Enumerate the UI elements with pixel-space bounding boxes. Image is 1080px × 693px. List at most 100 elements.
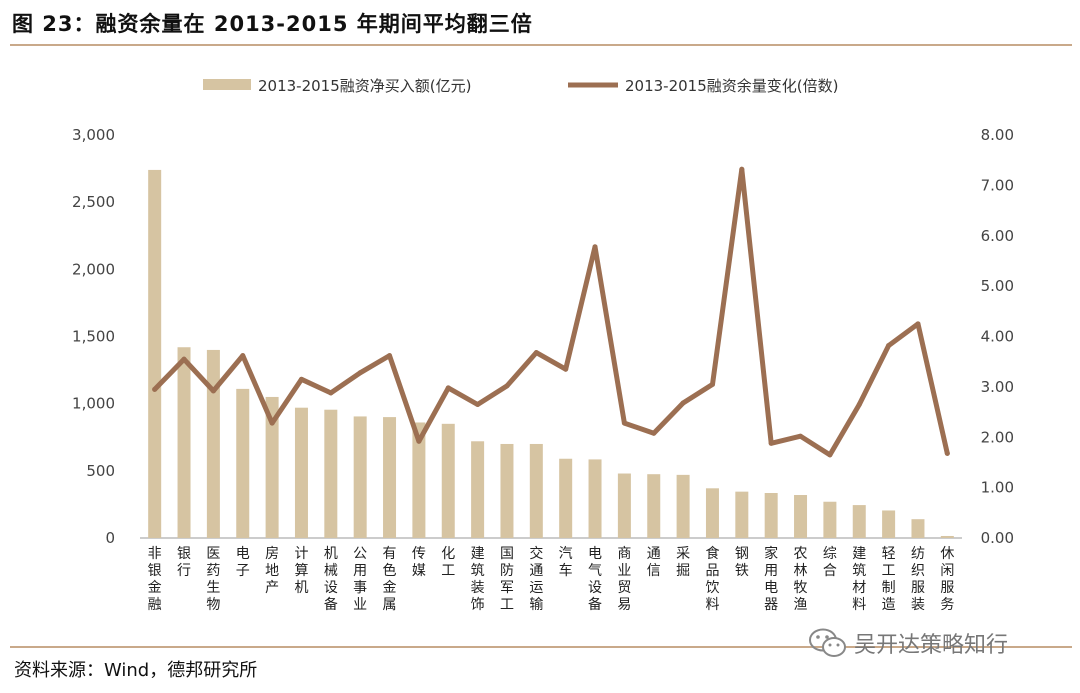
bar [177,347,191,538]
line-point [269,420,275,426]
line-point [592,244,598,250]
bar [148,169,162,538]
category-label: 机械设备 [324,546,338,613]
line-point [387,353,393,359]
line-point [240,353,246,359]
line-point [475,402,481,408]
left-tick-label: 2,500 [72,193,115,211]
line-point [445,385,451,391]
left-tick-label: 3,000 [72,126,115,144]
category-label: 汽车 [559,546,573,579]
legend: 2013-2015融资净买入额(亿元) 2013-2015融资余量变化(倍数) [203,77,838,95]
category-label: 建筑装饰 [471,546,485,613]
bar [412,422,426,538]
bar [206,349,220,538]
right-tick-label: 8.00 [981,126,1014,144]
title-rule [10,44,1072,46]
left-tick-label: 1,500 [72,328,115,346]
line-point [210,388,216,394]
category-label: 银行 [177,546,191,579]
line-point [768,440,774,446]
right-tick-label: 7.00 [981,176,1014,194]
category-label: 国防军工 [500,546,514,613]
left-tick-label: 500 [86,462,115,480]
footer-rule [10,646,1072,648]
category-label: 公用事业 [353,546,367,613]
figure-title: 图 23：融资余量在 2013-2015 年期间平均翻三倍 [12,12,533,36]
category-label: 医药生物 [206,546,220,613]
right-tick-label: 5.00 [981,277,1014,295]
right-tick-label: 6.00 [981,227,1014,245]
category-label: 电气设备 [588,546,602,613]
line-point [152,386,158,392]
category-label: 建筑材料 [852,546,866,613]
bar [676,474,690,538]
category-label: 纺织服装 [911,546,925,613]
legend-bar-swatch [203,79,251,90]
bar [500,443,514,538]
category-label: 传媒 [412,546,426,579]
line-point [886,343,892,349]
bar-series [148,169,954,538]
legend-line-label: 2013-2015融资余量变化(倍数) [625,77,838,95]
line-point [357,370,363,376]
bar [705,488,719,538]
bar [324,409,338,538]
category-label: 化工 [441,546,455,579]
line-point [298,376,304,382]
line-point [621,420,627,426]
watermark: 吴开达策略知行 [808,627,1008,659]
category-label: 采掘 [676,546,690,579]
line-series [152,166,950,458]
line-point [739,166,745,172]
line-point [915,321,921,327]
category-label: 钢铁 [735,546,749,579]
watermark-text: 吴开达策略知行 [854,633,1009,658]
category-label: 轻工制造 [882,546,896,613]
category-label: 家用电器 [764,545,778,613]
category-label: 农林牧渔 [794,546,808,613]
bar [617,473,631,538]
category-label: 交通运输 [529,545,543,613]
category-label: 电子 [236,546,250,579]
bar [735,491,749,538]
category-label: 通信 [647,546,661,579]
line-point [563,366,569,372]
right-tick-label: 4.00 [981,328,1014,346]
bar [852,505,866,538]
legend-bar-label: 2013-2015融资净买入额(亿元) [258,77,471,95]
bar [441,423,455,538]
bar [647,474,661,538]
line-point [944,450,950,456]
category-label: 房地产 [265,546,279,596]
line-point [827,452,833,458]
wechat-icon [809,628,846,657]
right-axis: 0.00 1.00 2.00 3.00 4.00 5.00 6.00 7.00 8.00 [981,126,1014,547]
category-label: 计算机 [294,546,308,596]
category-label: 有色金属 [383,546,397,613]
bar [383,417,397,538]
bar [265,396,279,538]
bar [353,416,367,538]
right-tick-label: 0.00 [981,529,1014,547]
bar [794,495,808,538]
left-tick-label: 2,000 [72,260,115,278]
bar [764,492,778,538]
source-note: 资料来源：Wind，德邦研究所 [14,660,258,681]
series-line [152,166,950,458]
bar [823,501,837,538]
line-point [416,438,422,444]
left-axis: 0 500 1,000 1,500 2,000 2,500 3,000 [72,126,115,547]
bar [588,459,602,538]
line-point [533,350,539,356]
line-point [651,430,657,436]
category-label: 休闲服务 [940,546,954,613]
line-point [328,390,334,396]
bar [529,443,543,538]
bar [236,388,250,538]
line-point [856,402,862,408]
right-tick-label: 2.00 [981,428,1014,446]
line-point [181,356,187,362]
